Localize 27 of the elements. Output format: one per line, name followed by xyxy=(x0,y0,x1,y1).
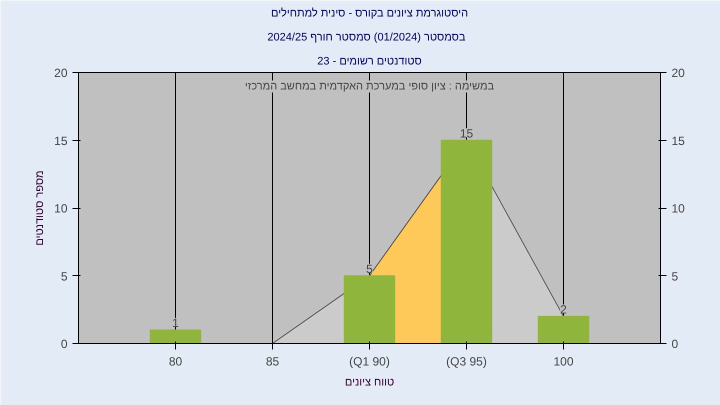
x-tick-label: 80 xyxy=(168,354,182,368)
bar xyxy=(538,316,590,344)
y2-tick-label: 20 xyxy=(672,66,686,80)
data-label: 5 xyxy=(366,262,374,276)
data-label: 2 xyxy=(560,302,568,316)
x-tick-label: 100 xyxy=(553,354,574,368)
x-tick-label: (Q3 95) xyxy=(446,354,487,368)
x-axis-title: טווח ציונים xyxy=(344,376,394,388)
y-tick-label: 10 xyxy=(54,202,68,216)
y-axis-title: מספר סטודנטים xyxy=(34,170,46,246)
bar xyxy=(150,329,202,344)
x-tick-label: (Q1 90) xyxy=(349,354,390,368)
y2-tick-label: 15 xyxy=(672,134,686,148)
chart-title: היסטוגרמת ציונים בקורס - סינית למתחילים xyxy=(270,8,468,20)
annotation: במשימה : ציון סופי במערכת האקדמית במחשב המרכזי xyxy=(244,80,495,92)
text: סטודנטים רשומים - 23 xyxy=(317,56,422,68)
data-label: 15 xyxy=(460,126,474,140)
y-tick-label: 20 xyxy=(54,66,68,80)
y2-tick-label: 5 xyxy=(672,269,678,284)
chart-subtitle: בסמסטר (01/2024) סמסטר חורף 2024/25 xyxy=(267,32,466,44)
y-tick-label: 0 xyxy=(60,337,68,351)
y-tick-label: 5 xyxy=(60,269,68,284)
x-tick-label: 85 xyxy=(266,354,280,368)
y2-tick-label: 10 xyxy=(672,202,686,216)
y2-tick-label: 0 xyxy=(672,337,678,351)
data-label: 1 xyxy=(172,316,180,330)
y-tick-label: 15 xyxy=(54,134,68,148)
